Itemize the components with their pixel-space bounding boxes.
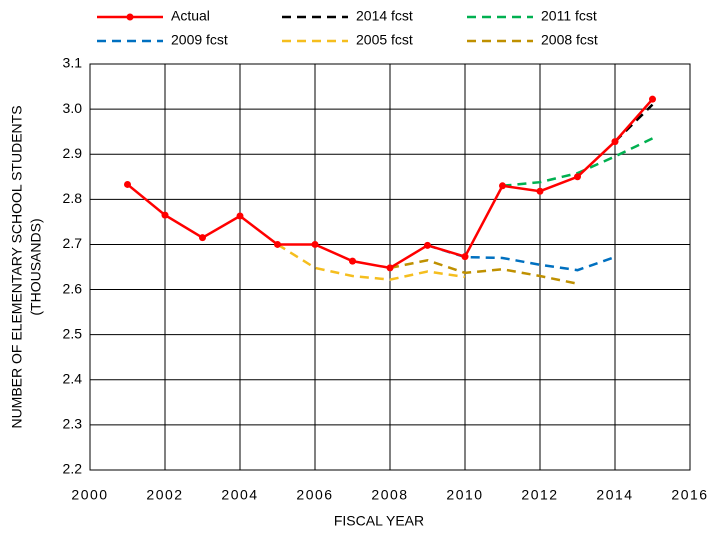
data-point bbox=[499, 182, 506, 190]
x-tick-label: 2006 bbox=[296, 487, 333, 503]
legend-label: Actual bbox=[171, 8, 210, 24]
y-axis-label: (THOUSANDS) bbox=[28, 218, 44, 315]
data-point bbox=[311, 240, 319, 248]
data-point bbox=[536, 187, 544, 195]
x-tick-label: 2002 bbox=[146, 487, 183, 503]
x-tick-label: 2000 bbox=[71, 487, 108, 503]
data-point bbox=[611, 138, 619, 146]
y-tick-label: 2.5 bbox=[63, 325, 83, 341]
x-tick-label: 2012 bbox=[521, 487, 558, 503]
series-line bbox=[427, 244, 616, 272]
y-tick-label: 2.7 bbox=[63, 235, 83, 251]
x-tick-label: 2008 bbox=[371, 487, 408, 503]
y-tick-label: 3.0 bbox=[63, 100, 83, 116]
x-tick-label: 2010 bbox=[446, 487, 483, 503]
y-tick-label: 2.4 bbox=[63, 370, 83, 386]
data-point bbox=[124, 180, 131, 188]
data-point bbox=[386, 264, 394, 272]
legend-label: 2008 fcst bbox=[541, 32, 598, 48]
legend-label: 2005 fcst bbox=[356, 32, 413, 48]
legend-label: 2009 fcst bbox=[171, 32, 228, 48]
y-tick-label: 2.3 bbox=[63, 416, 83, 432]
data-point bbox=[424, 241, 431, 249]
y-tick-label: 3.1 bbox=[63, 55, 83, 71]
series-line bbox=[502, 137, 654, 188]
data-point bbox=[649, 95, 656, 103]
plot-border bbox=[89, 63, 691, 471]
y-tick-label: 2.8 bbox=[63, 190, 83, 206]
series-line bbox=[276, 243, 466, 281]
x-tick-label: 2016 bbox=[671, 487, 708, 503]
x-tick-label: 2014 bbox=[596, 487, 633, 503]
x-axis-label: FISCAL YEAR bbox=[334, 513, 424, 529]
series-line bbox=[389, 258, 578, 285]
data-point bbox=[574, 173, 581, 181]
data-point bbox=[461, 253, 469, 261]
legend-label: 2014 fcst bbox=[356, 8, 413, 24]
data-point bbox=[274, 240, 281, 248]
y-tick-label: 2.9 bbox=[63, 145, 83, 161]
x-tick-label: 2004 bbox=[221, 487, 258, 503]
data-point bbox=[161, 211, 169, 219]
y-axis-label: NUMBER OF ELEMENTARY SCHOOL STUDENTS bbox=[9, 105, 25, 428]
data-point bbox=[199, 234, 206, 242]
legend-label: 2011 fcst bbox=[541, 8, 597, 24]
data-point bbox=[349, 257, 356, 265]
data-point bbox=[236, 212, 244, 220]
legend-marker bbox=[126, 13, 134, 21]
y-tick-label: 2.6 bbox=[63, 280, 83, 296]
y-tick-label: 2.2 bbox=[63, 461, 83, 477]
